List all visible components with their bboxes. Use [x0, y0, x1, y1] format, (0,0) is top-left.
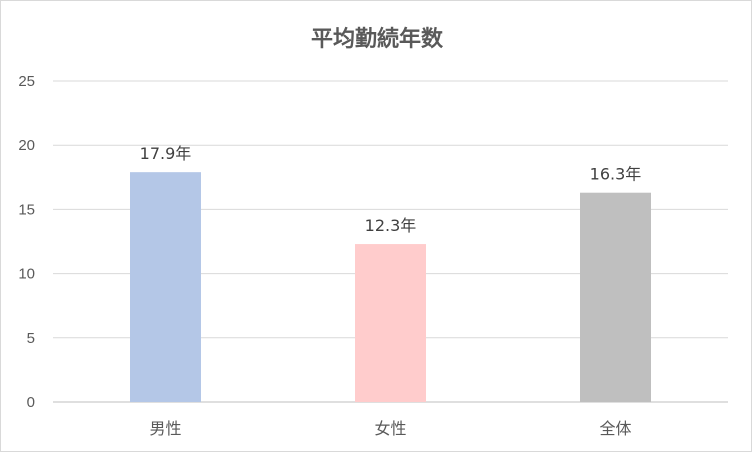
y-tick-label: 15	[18, 201, 35, 218]
category-label: 全体	[599, 419, 631, 438]
y-tick-label: 0	[27, 394, 35, 411]
category-label: 女性	[374, 419, 406, 438]
bar	[130, 172, 201, 402]
y-tick-label: 5	[27, 330, 35, 347]
bar	[580, 192, 651, 402]
data-label: 17.9年	[140, 144, 192, 163]
data-labels: 17.9年 12.3年 16.3年	[140, 144, 642, 235]
x-axis-categories: 男性 女性 全体	[149, 419, 631, 438]
y-tick-label: 25	[18, 73, 35, 90]
data-label: 16.3年	[590, 165, 642, 184]
chart-title: 平均勤続年数	[311, 26, 444, 52]
category-label: 男性	[149, 419, 181, 438]
data-label: 12.3年	[365, 216, 417, 235]
y-axis-ticks: 0 5 10 15 20 25	[18, 73, 35, 411]
bar	[355, 244, 426, 402]
bars	[130, 172, 651, 402]
y-tick-label: 20	[18, 137, 35, 154]
y-tick-label: 10	[18, 266, 35, 283]
